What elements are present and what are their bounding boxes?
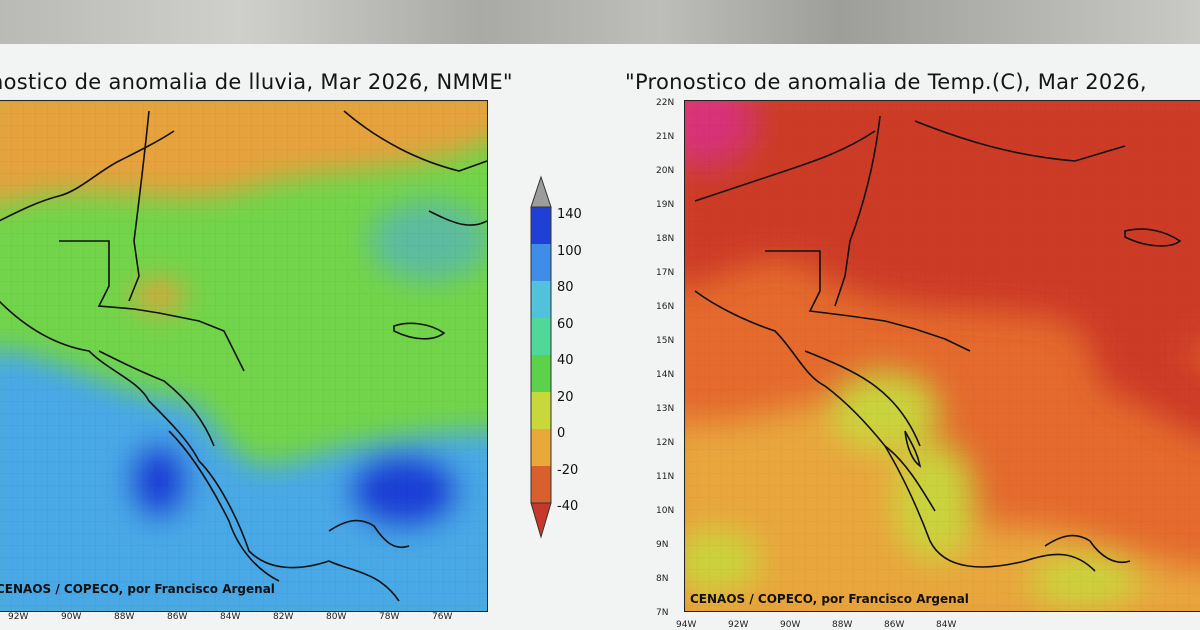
axis-tick-label: 76W — [432, 612, 453, 622]
axis-tick-label: 90W — [61, 612, 82, 622]
axis-tick-label: 20N — [656, 166, 675, 176]
axis-tick-label: 11N — [656, 472, 675, 482]
colorbar-tick-label: 40 — [557, 353, 574, 368]
axis-tick-label: 82W — [273, 612, 294, 622]
colorbar-cell — [531, 281, 551, 319]
colorbar-cell — [531, 355, 551, 393]
colorbar-top-cap — [530, 175, 552, 208]
axis-tick-label: 92W — [728, 620, 749, 630]
axis-tick-label: 8N — [656, 574, 669, 584]
colorbar-tick-label: -40 — [557, 499, 579, 514]
axis-tick-label: 16N — [656, 302, 675, 312]
axis-tick-label: 94W — [676, 620, 697, 630]
temp-country-borders — [694, 115, 1182, 572]
colorbar-tick-label: 80 — [557, 280, 574, 295]
axis-tick-label: 80W — [326, 612, 347, 622]
axis-tick-label: 86W — [884, 620, 905, 630]
colorbar-tick-label: 0 — [557, 426, 566, 441]
rainfall-map-title: nostico de anomalia de lluvia, Mar 2026,… — [0, 70, 513, 94]
rainfall-map-credit: CENAOS / COPECO, por Francisco Argenal — [0, 582, 275, 596]
temperature-anomaly-map — [684, 100, 1200, 612]
axis-tick-label: 88W — [832, 620, 853, 630]
axis-tick-label: 14N — [656, 370, 675, 380]
axis-tick-label: 13N — [656, 404, 675, 414]
axis-tick-label: 22N — [656, 98, 675, 108]
axis-tick-label: 15N — [656, 336, 675, 346]
colorbar-cell — [531, 318, 551, 356]
rain-country-borders — [0, 110, 487, 602]
axis-tick-label: 86W — [167, 612, 188, 622]
rainfall-anomaly-field — [0, 101, 487, 611]
temperature-map-title: "Pronostico de anomalia de Temp.(C), Mar… — [625, 70, 1147, 94]
colorbar-bottom-cap — [530, 502, 552, 539]
temperature-anomaly-field — [685, 101, 1200, 611]
axis-tick-label: 84W — [220, 612, 241, 622]
rainfall-anomaly-map — [0, 100, 488, 612]
colorbar-tick-label: 100 — [557, 243, 582, 259]
rainfall-colorbar — [530, 175, 552, 539]
colorbar-tick-label: 140 — [557, 207, 582, 222]
axis-tick-label: 90W — [780, 620, 801, 630]
colorbar-tick-label: -20 — [557, 462, 579, 478]
axis-tick-label: 10N — [656, 506, 675, 516]
colorbar-cell — [531, 392, 551, 430]
colorbar-tick-label: 20 — [557, 389, 574, 405]
axis-tick-label: 88W — [114, 612, 135, 622]
colorbar-cell — [531, 244, 551, 282]
background-photo-strip — [0, 0, 1200, 48]
axis-tick-label: 12N — [656, 438, 675, 448]
axis-tick-label: 18N — [656, 234, 675, 244]
colorbar-cell — [531, 207, 551, 245]
colorbar-cell — [531, 429, 551, 467]
axis-tick-label: 92W — [8, 612, 29, 622]
axis-tick-label: 17N — [656, 268, 675, 278]
axis-tick-label: 19N — [656, 200, 675, 210]
colorbar-cell — [531, 466, 551, 504]
axis-tick-label: 7N — [656, 608, 669, 618]
axis-tick-label: 9N — [656, 540, 669, 550]
axis-tick-label: 78W — [379, 612, 400, 622]
temperature-map-credit: CENAOS / COPECO, por Francisco Argenal — [690, 592, 969, 606]
axis-tick-label: 84W — [936, 620, 957, 630]
axis-tick-label: 21N — [656, 132, 675, 142]
colorbar-tick-label: 60 — [557, 316, 574, 332]
